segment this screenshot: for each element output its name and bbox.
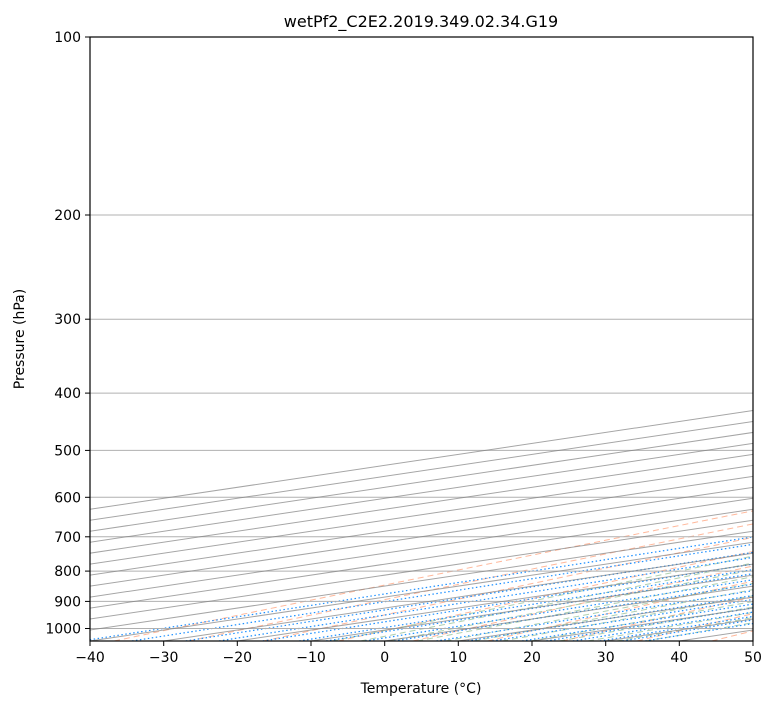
y-axis: 100 200 300 400 500 600 700 800 900 1000 xyxy=(45,30,90,638)
mixing-ratio-line xyxy=(299,569,753,641)
y-tick-label: 100 xyxy=(54,30,81,46)
mixing-ratio-line xyxy=(522,603,753,641)
isotherm-line xyxy=(90,508,753,609)
y-tick-label: 600 xyxy=(54,490,81,506)
x-axis-label: Temperature (°C) xyxy=(360,681,482,697)
isotherms xyxy=(90,409,753,641)
y-tick-label: 400 xyxy=(54,386,81,402)
x-tick-label: −10 xyxy=(296,650,326,666)
chart-title: wetPf2_C2E2.2019.349.02.34.G19 xyxy=(284,12,558,32)
dry-adiabats xyxy=(113,510,753,641)
x-tick-label: 20 xyxy=(523,650,541,666)
isotherm-line xyxy=(90,464,753,565)
x-tick-label: 10 xyxy=(449,650,467,666)
y-axis-label: Pressure (hPa) xyxy=(12,289,28,389)
y-tick-label: 200 xyxy=(54,208,81,224)
plot-area: -100-90-80-70-60-50-40-30-20-10010203040… xyxy=(90,37,753,641)
isotherm-line xyxy=(90,519,753,620)
isotherm-line xyxy=(90,486,753,587)
x-tick-label: −20 xyxy=(223,650,253,666)
isotherm-line xyxy=(90,497,753,598)
isotherm-line xyxy=(90,453,753,554)
mixing-ratio-line xyxy=(262,563,753,641)
mixing-ratio-line xyxy=(218,556,753,641)
moist-adiabat-line xyxy=(388,569,753,641)
x-tick-label: 30 xyxy=(597,650,615,666)
x-tick-label: −30 xyxy=(149,650,179,666)
plot-frame xyxy=(89,36,754,642)
y-tick-label: 800 xyxy=(54,564,81,580)
isotherm-line xyxy=(90,475,753,576)
x-tick-label: −40 xyxy=(75,650,105,666)
moist-adiabat-line xyxy=(360,562,753,641)
moist-adiabat-line xyxy=(417,576,753,641)
x-tick-label: 0 xyxy=(380,650,389,666)
mixing-ratio-line xyxy=(90,536,753,641)
x-tick-label: 50 xyxy=(744,650,762,666)
x-axis: −40 −30 −20 −10 0 10 20 30 40 50 xyxy=(75,641,762,666)
x-tick-label: 40 xyxy=(670,650,688,666)
y-tick-label: 900 xyxy=(54,594,81,610)
dry-adiabat-line xyxy=(113,510,753,641)
dry-adiabat-line xyxy=(188,523,753,641)
y-tick-label: 700 xyxy=(54,530,81,546)
y-tick-label: 300 xyxy=(54,312,81,328)
isotherm-line xyxy=(90,530,753,631)
y-tick-label: 500 xyxy=(54,443,81,459)
isotherm-line xyxy=(90,442,753,543)
y-tick-label: 1000 xyxy=(45,622,81,638)
